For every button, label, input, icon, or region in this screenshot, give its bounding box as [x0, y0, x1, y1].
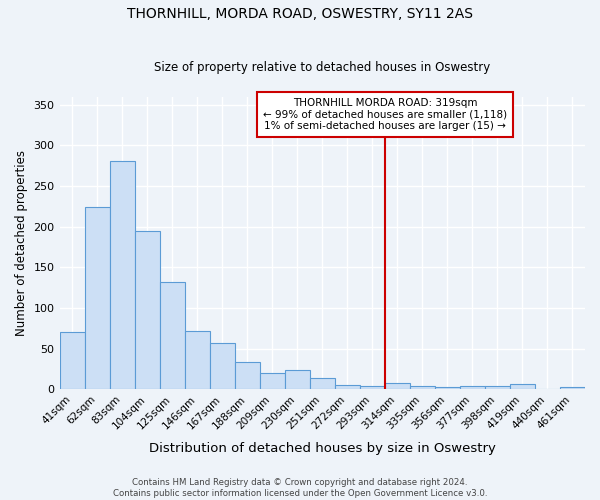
- Bar: [360, 386, 385, 389]
- Text: Contains HM Land Registry data © Crown copyright and database right 2024.
Contai: Contains HM Land Registry data © Crown c…: [113, 478, 487, 498]
- X-axis label: Distribution of detached houses by size in Oswestry: Distribution of detached houses by size …: [149, 442, 496, 455]
- Bar: [85, 207, 110, 389]
- Bar: [385, 384, 410, 389]
- Bar: [335, 385, 360, 389]
- Bar: [560, 386, 585, 389]
- Bar: [260, 373, 285, 389]
- Bar: [460, 386, 485, 389]
- Bar: [209, 343, 235, 389]
- Bar: [410, 386, 435, 389]
- Bar: [435, 386, 460, 389]
- Bar: [310, 378, 335, 389]
- Bar: [185, 330, 209, 389]
- Bar: [59, 332, 85, 389]
- Bar: [110, 160, 134, 389]
- Bar: [235, 362, 260, 389]
- Text: THORNHILL MORDA ROAD: 319sqm
← 99% of detached houses are smaller (1,118)
1% of : THORNHILL MORDA ROAD: 319sqm ← 99% of de…: [263, 98, 507, 131]
- Bar: [285, 370, 310, 389]
- Bar: [510, 384, 535, 389]
- Bar: [160, 282, 185, 389]
- Y-axis label: Number of detached properties: Number of detached properties: [15, 150, 28, 336]
- Text: THORNHILL, MORDA ROAD, OSWESTRY, SY11 2AS: THORNHILL, MORDA ROAD, OSWESTRY, SY11 2A…: [127, 8, 473, 22]
- Bar: [485, 386, 510, 389]
- Title: Size of property relative to detached houses in Oswestry: Size of property relative to detached ho…: [154, 62, 490, 74]
- Bar: [134, 232, 160, 389]
